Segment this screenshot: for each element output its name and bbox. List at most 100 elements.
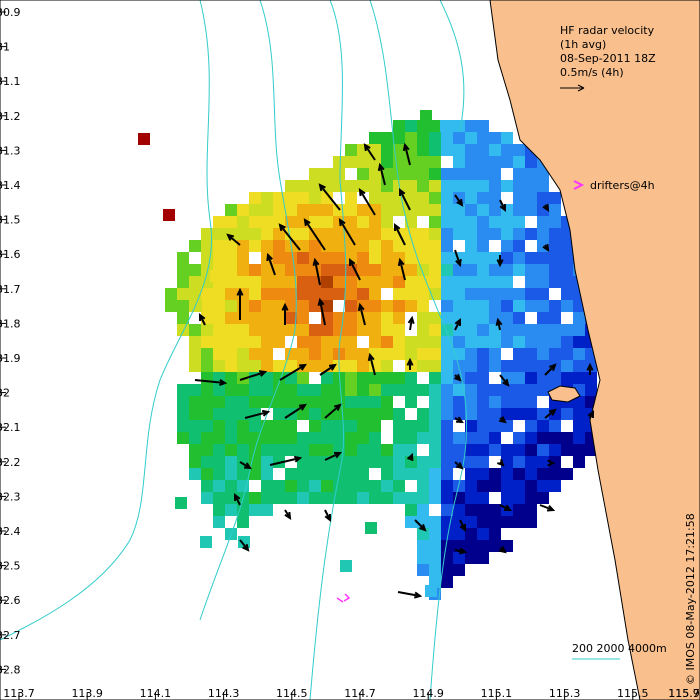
velocity-cell (261, 504, 273, 516)
velocity-cell (429, 312, 441, 324)
velocity-cell (465, 384, 477, 396)
velocity-cell (477, 264, 489, 276)
velocity-arrow (266, 252, 276, 276)
velocity-cell (489, 300, 501, 312)
velocity-cell (501, 276, 513, 288)
velocity-cell (465, 480, 477, 492)
y-tick-label: -32.8 (0, 663, 20, 676)
y-tick-label: -31.1 (0, 75, 20, 88)
velocity-cell (177, 384, 189, 396)
velocity-cell (417, 480, 429, 492)
velocity-cell (237, 444, 249, 456)
velocity-cell (465, 288, 477, 300)
velocity-cell (340, 560, 352, 572)
velocity-cell (573, 312, 585, 324)
velocity-cell (549, 204, 561, 216)
velocity-cell (213, 228, 225, 240)
velocity-cell (189, 420, 201, 432)
velocity-cell (309, 216, 321, 228)
velocity-cell (465, 348, 477, 360)
velocity-cell (393, 372, 405, 384)
velocity-cell (453, 288, 465, 300)
velocity-cell (525, 480, 537, 492)
velocity-cell (501, 444, 513, 456)
velocity-arrow (279, 363, 307, 381)
velocity-cell (261, 312, 273, 324)
velocity-cell (345, 492, 357, 504)
velocity-cell (381, 396, 393, 408)
velocity-cell (429, 444, 441, 456)
velocity-cell (549, 324, 561, 336)
velocity-cell (549, 420, 561, 432)
velocity-cell (369, 480, 381, 492)
velocity-cell (501, 324, 513, 336)
velocity-cell (477, 492, 489, 504)
velocity-cell (425, 585, 437, 597)
velocity-cell (273, 408, 285, 420)
velocity-cell (249, 492, 261, 504)
velocity-cell (453, 564, 465, 576)
velocity-cell (453, 216, 465, 228)
velocity-cell (429, 132, 441, 144)
velocity-cell (333, 480, 345, 492)
velocity-cell (441, 312, 453, 324)
velocity-cell (381, 492, 393, 504)
velocity-arrow (269, 455, 303, 466)
velocity-cell (285, 384, 297, 396)
velocity-arrow (367, 352, 376, 376)
velocity-cell (321, 444, 333, 456)
velocity-cell (417, 156, 429, 168)
velocity-cell (405, 468, 417, 480)
velocity-cell (321, 372, 333, 384)
velocity-cell (453, 312, 465, 324)
velocity-cell (225, 468, 237, 480)
velocity-cell (165, 300, 177, 312)
velocity-cell (453, 552, 465, 564)
velocity-cell (321, 228, 333, 240)
velocity-cell (297, 372, 309, 384)
velocity-cell (309, 384, 321, 396)
velocity-arrow (358, 188, 376, 216)
velocity-cell (513, 300, 525, 312)
velocity-cell (177, 288, 189, 300)
velocity-cell (393, 348, 405, 360)
velocity-cell (285, 204, 297, 216)
velocity-cell (381, 408, 393, 420)
velocity-cell (213, 504, 225, 516)
velocity-cell (537, 456, 549, 468)
velocity-cell (321, 480, 333, 492)
velocity-cell (201, 324, 213, 336)
velocity-cell (537, 264, 549, 276)
velocity-cell (537, 336, 549, 348)
velocity-cell (417, 240, 429, 252)
velocity-cell (189, 276, 201, 288)
velocity-cell (429, 348, 441, 360)
velocity-cell (405, 228, 417, 240)
velocity-cell (285, 492, 297, 504)
velocity-cell (261, 336, 273, 348)
bathymetry-contours (0, 0, 468, 700)
velocity-cell (525, 168, 537, 180)
velocity-cell (501, 336, 513, 348)
velocity-cell (297, 264, 309, 276)
velocity-cell (333, 384, 345, 396)
velocity-cell (345, 252, 357, 264)
velocity-cell (321, 336, 333, 348)
velocity-cell (561, 252, 573, 264)
velocity-cell (225, 276, 237, 288)
velocity-cell (309, 204, 321, 216)
velocity-cell (465, 408, 477, 420)
velocity-cell (357, 492, 369, 504)
velocity-cell (381, 228, 393, 240)
velocity-cell (477, 252, 489, 264)
velocity-cell (573, 456, 585, 468)
velocity-cell (525, 288, 537, 300)
velocity-cell (273, 360, 285, 372)
velocity-cell (501, 312, 513, 324)
velocity-cell (477, 204, 489, 216)
velocity-cell (213, 432, 225, 444)
y-tick-label: -30.9 (0, 6, 20, 19)
velocity-cell (549, 480, 561, 492)
title-line-3: 08-Sep-2011 18Z (560, 52, 656, 65)
velocity-cell (501, 144, 513, 156)
